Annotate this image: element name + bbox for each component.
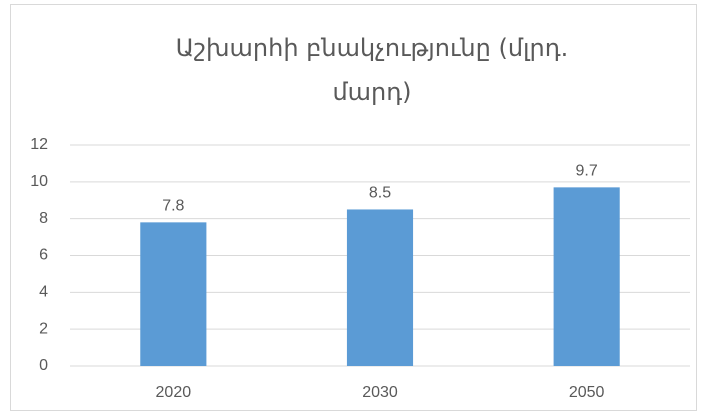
bar	[140, 222, 207, 366]
bar	[346, 209, 414, 366]
y-tick-label: 4	[39, 284, 48, 301]
y-tick-label: 2	[39, 320, 48, 337]
data-label: 7.8	[162, 198, 184, 215]
x-tick-label: 2020	[156, 384, 192, 401]
chart-frame	[10, 4, 697, 411]
y-tick-label: 10	[30, 173, 48, 190]
data-label: 9.7	[576, 163, 598, 180]
y-tick-label: 12	[30, 136, 48, 153]
bar	[553, 187, 620, 366]
y-tick-label: 0	[39, 357, 48, 374]
y-tick-label: 6	[39, 247, 48, 264]
y-tick-label: 8	[39, 210, 48, 227]
x-tick-label: 2050	[569, 384, 605, 401]
x-tick-label: 2030	[362, 384, 398, 401]
data-label: 8.5	[369, 185, 391, 202]
chart-title: Աշխարհի բնակչությունը (մլրդ. մարդ)	[175, 34, 569, 106]
